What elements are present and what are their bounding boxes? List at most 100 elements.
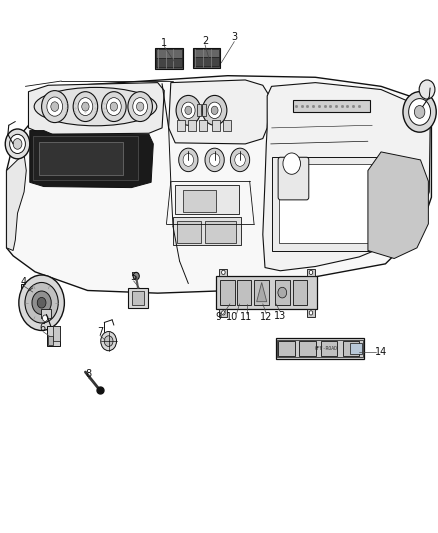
Bar	[128, 288, 148, 308]
Bar	[219, 309, 227, 317]
Circle shape	[176, 95, 201, 125]
Circle shape	[137, 102, 144, 111]
Circle shape	[13, 139, 22, 149]
Bar	[202, 104, 206, 116]
Polygon shape	[7, 76, 431, 293]
Bar	[199, 120, 207, 131]
Bar	[219, 269, 227, 276]
Bar	[194, 57, 219, 66]
Circle shape	[102, 92, 126, 122]
Circle shape	[128, 92, 152, 122]
Circle shape	[42, 91, 68, 123]
Circle shape	[106, 98, 121, 116]
Bar	[193, 48, 220, 68]
Bar	[343, 341, 359, 356]
Bar	[307, 309, 315, 317]
Bar	[205, 221, 236, 243]
Text: OFF·ROAD: OFF·ROAD	[315, 346, 338, 351]
Bar	[177, 120, 185, 131]
Circle shape	[179, 148, 198, 172]
Bar	[293, 280, 307, 305]
Circle shape	[110, 102, 117, 111]
Text: 14: 14	[375, 347, 387, 357]
Bar	[277, 340, 363, 357]
Circle shape	[133, 98, 148, 116]
Circle shape	[414, 106, 425, 118]
Circle shape	[51, 102, 59, 111]
Circle shape	[309, 311, 313, 315]
Polygon shape	[28, 83, 164, 134]
Bar	[175, 185, 239, 214]
Text: 10: 10	[226, 312, 238, 322]
Circle shape	[47, 97, 63, 116]
Bar	[188, 120, 196, 131]
Bar	[155, 48, 183, 69]
Bar	[53, 326, 60, 341]
Circle shape	[209, 154, 220, 166]
Bar	[272, 157, 380, 251]
Text: 5: 5	[131, 272, 137, 282]
Polygon shape	[7, 155, 26, 251]
Bar	[275, 280, 290, 305]
Circle shape	[82, 102, 89, 111]
Circle shape	[309, 270, 313, 274]
Circle shape	[278, 287, 286, 298]
Text: 1: 1	[161, 38, 167, 47]
Circle shape	[78, 98, 93, 116]
Circle shape	[222, 311, 225, 315]
Bar	[39, 142, 123, 175]
Bar	[33, 136, 138, 180]
Bar	[307, 269, 315, 276]
Polygon shape	[263, 83, 430, 271]
Text: 8: 8	[85, 369, 92, 379]
Circle shape	[10, 134, 25, 154]
Circle shape	[32, 291, 51, 314]
Bar	[156, 58, 182, 67]
Text: 6: 6	[40, 323, 46, 333]
Circle shape	[409, 99, 431, 125]
Circle shape	[403, 92, 436, 132]
Bar	[194, 49, 219, 57]
Circle shape	[73, 92, 98, 122]
Ellipse shape	[34, 87, 157, 126]
Circle shape	[208, 102, 221, 118]
Bar	[183, 190, 216, 212]
Bar	[212, 120, 220, 131]
Polygon shape	[368, 152, 428, 259]
Bar	[350, 343, 362, 354]
Bar	[276, 338, 364, 359]
Circle shape	[182, 102, 195, 118]
Bar	[237, 280, 251, 305]
Polygon shape	[30, 131, 153, 188]
Circle shape	[222, 270, 225, 274]
Circle shape	[283, 153, 300, 174]
Bar	[197, 104, 201, 116]
Circle shape	[37, 297, 46, 308]
Circle shape	[133, 272, 139, 280]
Bar	[254, 280, 269, 305]
Text: 9: 9	[215, 312, 221, 322]
Bar	[293, 100, 370, 112]
Text: 11: 11	[240, 312, 252, 322]
Text: 7: 7	[97, 327, 103, 336]
Circle shape	[230, 148, 250, 172]
Bar	[321, 341, 337, 356]
FancyBboxPatch shape	[278, 157, 309, 200]
Bar	[216, 276, 317, 309]
Bar	[132, 291, 144, 305]
Bar	[223, 120, 231, 131]
Circle shape	[419, 80, 435, 99]
Bar	[220, 280, 235, 305]
Circle shape	[183, 154, 194, 166]
Text: 3: 3	[231, 33, 237, 42]
Text: 13: 13	[274, 311, 286, 320]
Polygon shape	[169, 80, 269, 144]
Text: 12: 12	[260, 312, 272, 322]
Circle shape	[235, 154, 245, 166]
Bar	[156, 49, 182, 58]
Bar	[41, 309, 51, 318]
Bar	[278, 341, 295, 356]
Circle shape	[101, 332, 117, 351]
Polygon shape	[257, 282, 267, 302]
Circle shape	[25, 282, 58, 323]
